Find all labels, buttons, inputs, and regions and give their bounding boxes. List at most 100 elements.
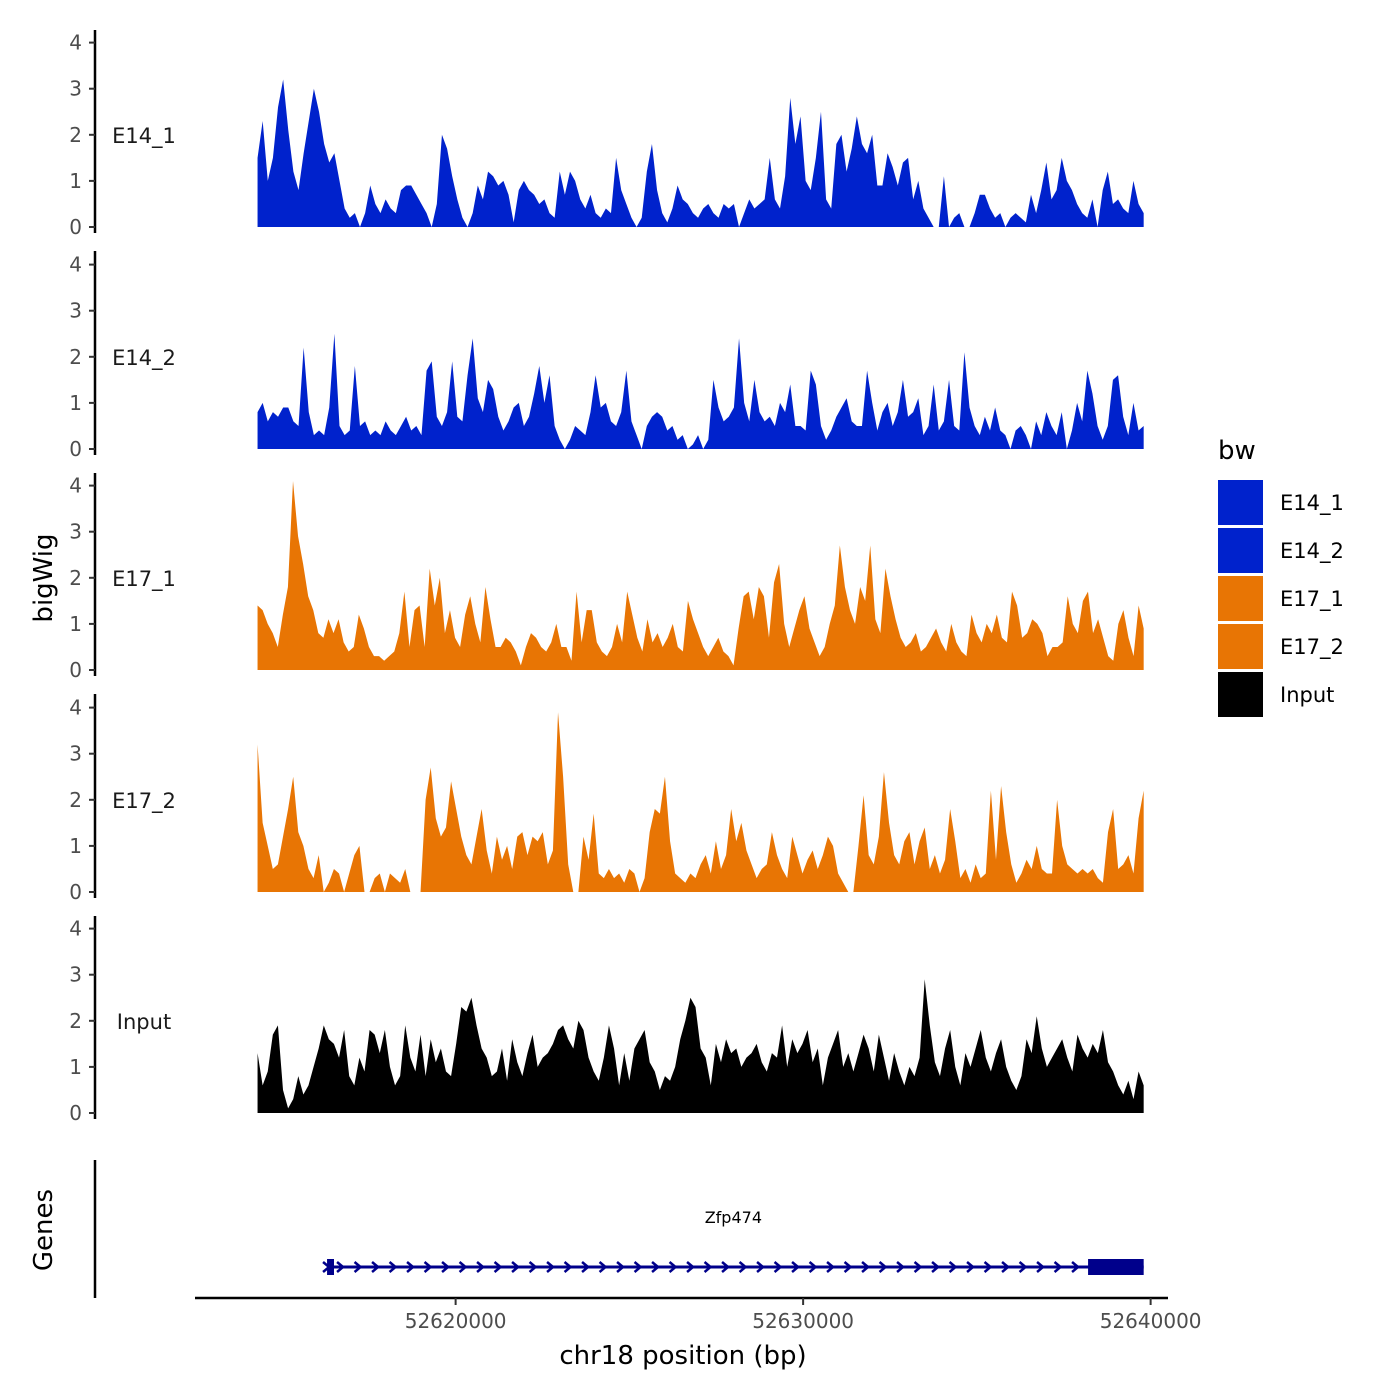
legend-swatch-e14-2 — [1218, 528, 1263, 573]
track-e17-1: 0 1 2 3 4 E17_1 — [69, 473, 1144, 682]
strand-arrow-icon — [686, 1261, 696, 1273]
legend-label: E14_1 — [1280, 491, 1344, 516]
y-tick-label: 1 — [69, 1055, 82, 1079]
legend-swatch-e17-2 — [1218, 624, 1263, 669]
legend: bw E14_1 E14_2 E17_1 E17_2 Input — [1218, 436, 1344, 717]
x-axis: 52620000 52630000 52640000 — [195, 1296, 1202, 1333]
strand-arrow-icon — [931, 1261, 941, 1273]
strand-arrow-icon — [493, 1261, 503, 1273]
y-tick-label: 2 — [69, 566, 82, 590]
y-tick-label: 0 — [69, 1101, 82, 1125]
signal-area-e14-1 — [257, 79, 1144, 227]
strand-arrow-icon — [913, 1261, 923, 1273]
strand-arrow-icon — [756, 1261, 766, 1273]
y-tick-label: 3 — [69, 299, 82, 323]
strand-arrow-icon — [458, 1261, 468, 1273]
x-tick-label: 52630000 — [752, 1309, 854, 1333]
strand-arrow-icon — [371, 1261, 381, 1273]
legend-label: E14_2 — [1280, 539, 1344, 564]
x-tick-label: 52620000 — [405, 1309, 507, 1333]
strand-arrow-icon — [633, 1261, 643, 1273]
signal-area-e14-2 — [257, 333, 1144, 449]
strand-arrow-icon — [616, 1261, 626, 1273]
strand-arrow-icon — [668, 1261, 678, 1273]
legend-swatch-e17-1 — [1218, 576, 1263, 621]
y-tick-label: 2 — [69, 123, 82, 147]
strand-arrow-icon — [651, 1261, 661, 1273]
track-label: E17_2 — [112, 789, 176, 814]
y-tick-label: 2 — [69, 788, 82, 812]
gene-exon-block — [327, 1259, 334, 1275]
y-tick-label: 3 — [69, 520, 82, 544]
legend-items: E14_1 E14_2 E17_1 E17_2 Input — [1218, 480, 1344, 717]
legend-label: E17_2 — [1280, 635, 1344, 660]
legend-swatch-e14-1 — [1218, 480, 1263, 525]
strand-arrow-icon — [861, 1261, 871, 1273]
y-tick-label: 4 — [69, 474, 82, 498]
signal-tracks: 0 1 2 3 4 E14_1 0 1 2 3 4 E14_2 0 1 2 3 4 E17_1 0 1 2 3 4 E17_2… — [69, 30, 1144, 1125]
strand-arrow-icon — [1053, 1261, 1063, 1273]
track-label: E14_1 — [112, 124, 176, 149]
track-input: 0 1 2 3 4 Input — [69, 916, 1144, 1125]
strand-arrow-icon — [423, 1261, 433, 1273]
y-tick-label: 0 — [69, 215, 82, 239]
strand-arrow-icon — [598, 1261, 608, 1273]
strand-arrow-icon — [1018, 1261, 1028, 1273]
legend-title: bw — [1218, 436, 1256, 466]
y-tick-label: 1 — [69, 834, 82, 858]
signal-area-input — [257, 979, 1144, 1113]
strand-arrow-icon — [388, 1261, 398, 1273]
genes-axis-title: Genes — [29, 1189, 59, 1271]
strand-arrow-icon — [528, 1261, 538, 1273]
y-tick-label: 1 — [69, 169, 82, 193]
legend-swatch-input — [1218, 672, 1263, 717]
y-tick-label: 4 — [69, 696, 82, 720]
signal-area-e17-2 — [257, 712, 1144, 892]
strand-arrow-icon — [546, 1261, 556, 1273]
y-tick-label: 0 — [69, 658, 82, 682]
strand-arrow-icon — [1071, 1261, 1081, 1273]
strand-arrow-icon — [353, 1261, 363, 1273]
strand-arrow-icon — [563, 1261, 573, 1273]
track-e14-1: 0 1 2 3 4 E14_1 — [69, 30, 1144, 239]
strand-arrow-icon — [511, 1261, 521, 1273]
strand-arrow-icon — [721, 1261, 731, 1273]
y-tick-label: 2 — [69, 345, 82, 369]
strand-arrow-icon — [476, 1261, 486, 1273]
strand-arrow-icon — [843, 1261, 853, 1273]
y-tick-label: 4 — [69, 31, 82, 55]
strand-arrow-icon — [983, 1261, 993, 1273]
track-e14-2: 0 1 2 3 4 E14_2 — [69, 251, 1144, 461]
track-e17-2: 0 1 2 3 4 E17_2 — [69, 694, 1144, 904]
strand-arrow-icon — [966, 1261, 976, 1273]
track-label: Input — [117, 1010, 171, 1034]
y-tick-label: 3 — [69, 742, 82, 766]
y-tick-label: 1 — [69, 391, 82, 415]
strand-arrow-icon — [703, 1261, 713, 1273]
y-tick-label: 0 — [69, 880, 82, 904]
strand-arrow-icon — [826, 1261, 836, 1273]
y-tick-label: 3 — [69, 77, 82, 101]
track-label: E17_1 — [112, 567, 176, 592]
y-tick-label: 2 — [69, 1009, 82, 1033]
strand-arrow-icon — [948, 1261, 958, 1273]
strand-arrow-icon — [896, 1261, 906, 1273]
y-tick-label: 4 — [69, 917, 82, 941]
strand-arrow-icon — [808, 1261, 818, 1273]
strand-arrow-icon — [581, 1261, 591, 1273]
strand-arrow-icon — [878, 1261, 888, 1273]
y-tick-label: 4 — [69, 253, 82, 277]
strand-arrow-icon — [1001, 1261, 1011, 1273]
y-axis-title: bigWig — [29, 533, 59, 622]
y-tick-label: 3 — [69, 963, 82, 987]
legend-label: Input — [1280, 683, 1334, 707]
strand-arrow-icon — [773, 1261, 783, 1273]
signal-area-e17-1 — [257, 480, 1144, 670]
legend-label: E17_1 — [1280, 587, 1344, 612]
track-label: E14_2 — [112, 346, 176, 371]
strand-arrow-icon — [791, 1261, 801, 1273]
genes-track: Zfp474 — [93, 1160, 1144, 1298]
gene-name-label: Zfp474 — [705, 1208, 762, 1227]
x-tick-label: 52640000 — [1100, 1309, 1202, 1333]
